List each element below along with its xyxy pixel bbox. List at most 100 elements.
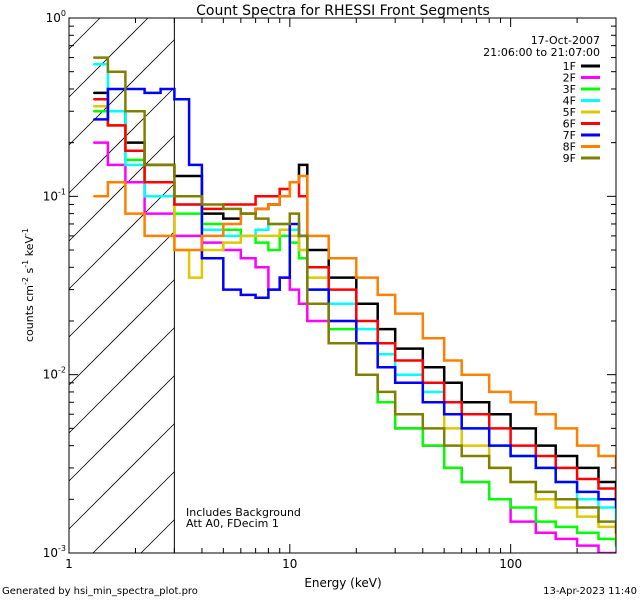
data-point-6F-3 (143, 181, 146, 184)
data-point-7F-4 (159, 87, 162, 91)
data-point-5F-11 (278, 228, 281, 231)
data-point-8F-5 (200, 234, 204, 238)
legend-label-6F: 6F (563, 118, 576, 131)
data-point-7F-24 (509, 454, 512, 458)
legend-label-5F: 5F (563, 106, 576, 119)
timestamp-text: 13-Apr-2023 11:40 (543, 586, 637, 597)
y-label-part3: keV (23, 236, 36, 260)
data-point-2F-22 (509, 520, 512, 523)
data-point-2F-12 (297, 302, 301, 305)
legend-label-3F: 3F (563, 83, 576, 96)
data-point-2F-25 (575, 544, 579, 547)
annotation-background: Includes Background (186, 506, 301, 519)
data-point-3F-18 (421, 444, 424, 447)
data-point-9F-24 (554, 498, 557, 501)
data-point-9F-2 (124, 110, 127, 113)
data-point-5F-25 (554, 506, 557, 509)
data-point-5F-0 (93, 105, 96, 108)
data-point-8F-25 (575, 444, 579, 447)
data-point-8F-26 (597, 454, 600, 458)
y-tick-label: 100 (46, 9, 66, 25)
data-point-8F-23 (534, 413, 537, 416)
data-point-7F-28 (597, 498, 600, 501)
data-point-9F-22 (509, 480, 512, 484)
data-point-7F-27 (575, 490, 579, 494)
y-tick-label: 10-2 (43, 366, 66, 382)
y-label-sup2: -1 (21, 260, 30, 268)
data-point-4F-0 (93, 63, 96, 66)
legend-label-7F: 7F (563, 129, 576, 142)
date-text: 17-Oct-2007 (531, 34, 600, 47)
data-point-6F-4 (173, 203, 176, 206)
generated-by-text: Generated by hsi_min_spectra_plot.pro (2, 586, 198, 597)
legend-label-1F: 1F (563, 60, 576, 73)
data-point-8F-22 (509, 401, 512, 404)
data-point-9F-16 (376, 390, 379, 394)
data-point-5F-26 (575, 515, 579, 518)
axes: 1 10 100 100 10-1 10-2 10-3 (43, 9, 617, 571)
data-point-9F-14 (327, 342, 330, 345)
data-point-2F-13 (306, 319, 309, 323)
data-point-7F-8 (222, 288, 225, 291)
data-point-2F-24 (554, 537, 557, 541)
data-point-6F-9 (267, 195, 270, 198)
hatch-lines (68, 17, 175, 554)
data-point-6F-1 (106, 124, 110, 127)
data-point-8F-19 (443, 359, 446, 362)
data-point-6F-0 (93, 98, 96, 101)
data-point-7F-12 (278, 276, 281, 279)
series-line-8F (94, 174, 616, 468)
data-point-2F-8 (254, 266, 257, 269)
data-point-6F-17 (394, 359, 397, 362)
data-point-3F-19 (443, 466, 446, 470)
data-point-9F-3 (143, 163, 146, 167)
data-point-2F-7 (239, 257, 242, 260)
data-point-7F-10 (254, 296, 257, 299)
data-point-3F-24 (554, 525, 557, 529)
data-point-3F-20 (460, 480, 463, 484)
data-point-6F-25 (575, 477, 579, 481)
series-line-9F (94, 56, 616, 533)
data-point-9F-1 (106, 70, 110, 73)
data-point-2F-11 (288, 288, 291, 291)
x-tick-label: 1 (65, 557, 73, 571)
data-point-7F-22 (460, 427, 463, 430)
series-line-2F (94, 141, 616, 553)
data-point-9F-19 (443, 444, 446, 447)
data-point-7F-7 (200, 257, 204, 260)
data-point-9F-12 (297, 234, 301, 238)
legend-label-8F: 8F (563, 141, 576, 154)
data-point-7F-26 (554, 480, 557, 484)
data-point-3F-25 (575, 531, 579, 534)
data-point-5F-24 (534, 498, 537, 501)
data-point-9F-8 (254, 217, 257, 220)
y-label-part2: s (23, 267, 36, 276)
data-point-4F-2 (124, 163, 127, 167)
data-point-8F-9 (267, 203, 270, 206)
data-point-8F-8 (254, 207, 257, 211)
data-point-8F-24 (554, 427, 557, 430)
data-point-8F-20 (460, 373, 463, 376)
data-point-7F-11 (267, 288, 270, 291)
data-point-8F-0 (93, 195, 96, 198)
data-point-3F-17 (394, 427, 397, 430)
data-point-7F-6 (187, 163, 191, 167)
data-point-9F-6 (222, 207, 225, 211)
plot-frame (68, 17, 617, 554)
data-point-7F-5 (173, 98, 176, 101)
data-point-8F-1 (106, 181, 110, 184)
data-point-6F-8 (254, 195, 257, 198)
data-point-3F-9 (267, 248, 270, 252)
data-point-5F-5 (187, 276, 191, 279)
data-point-1F-12 (297, 163, 301, 167)
series-line-6F (94, 98, 616, 500)
data-point-9F-21 (488, 466, 491, 470)
y-tick-label: 10-1 (43, 187, 66, 203)
data-point-3F-23 (534, 520, 537, 523)
data-point-3F-26 (597, 537, 600, 541)
data-point-4F-8 (254, 228, 257, 231)
data-point-3F-22 (509, 506, 512, 509)
data-point-9F-18 (421, 427, 424, 430)
